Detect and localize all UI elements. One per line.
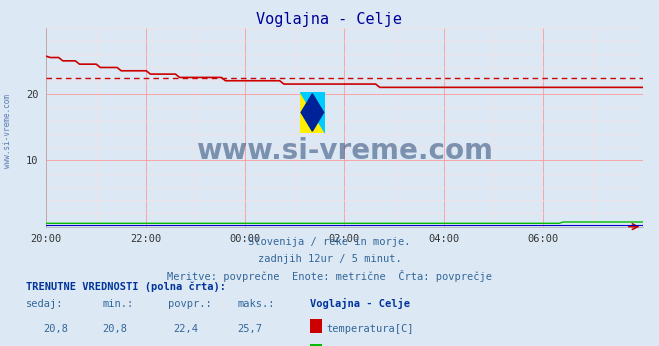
Text: 20,8: 20,8 bbox=[43, 324, 68, 334]
Text: TRENUTNE VREDNOSTI (polna črta):: TRENUTNE VREDNOSTI (polna črta): bbox=[26, 282, 226, 292]
Text: Voglajna - Celje: Voglajna - Celje bbox=[256, 12, 403, 27]
Polygon shape bbox=[301, 94, 324, 131]
Text: maks.:: maks.: bbox=[237, 299, 275, 309]
Text: Slovenija / reke in morje.: Slovenija / reke in morje. bbox=[248, 237, 411, 247]
Text: povpr.:: povpr.: bbox=[168, 299, 212, 309]
Text: min.:: min.: bbox=[102, 299, 133, 309]
Text: zadnjih 12ur / 5 minut.: zadnjih 12ur / 5 minut. bbox=[258, 254, 401, 264]
Text: 25,7: 25,7 bbox=[237, 324, 262, 334]
Text: 20,8: 20,8 bbox=[102, 324, 127, 334]
Polygon shape bbox=[300, 92, 325, 133]
Text: 22,4: 22,4 bbox=[173, 324, 198, 334]
Text: www.si-vreme.com: www.si-vreme.com bbox=[3, 94, 13, 169]
Text: temperatura[C]: temperatura[C] bbox=[327, 324, 415, 334]
Text: Voglajna - Celje: Voglajna - Celje bbox=[310, 298, 410, 309]
Text: sedaj:: sedaj: bbox=[26, 299, 64, 309]
Text: www.si-vreme.com: www.si-vreme.com bbox=[196, 137, 493, 165]
Polygon shape bbox=[300, 92, 325, 133]
Text: Meritve: povprečne  Enote: metrične  Črta: povprečje: Meritve: povprečne Enote: metrične Črta:… bbox=[167, 270, 492, 282]
